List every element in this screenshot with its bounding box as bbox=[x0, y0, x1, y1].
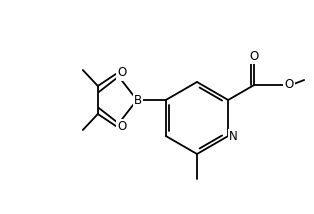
Text: O: O bbox=[284, 79, 294, 92]
Text: O: O bbox=[117, 120, 127, 134]
Text: O: O bbox=[117, 67, 127, 79]
Text: O: O bbox=[250, 49, 259, 62]
Text: B: B bbox=[134, 94, 142, 107]
Text: N: N bbox=[229, 131, 238, 144]
